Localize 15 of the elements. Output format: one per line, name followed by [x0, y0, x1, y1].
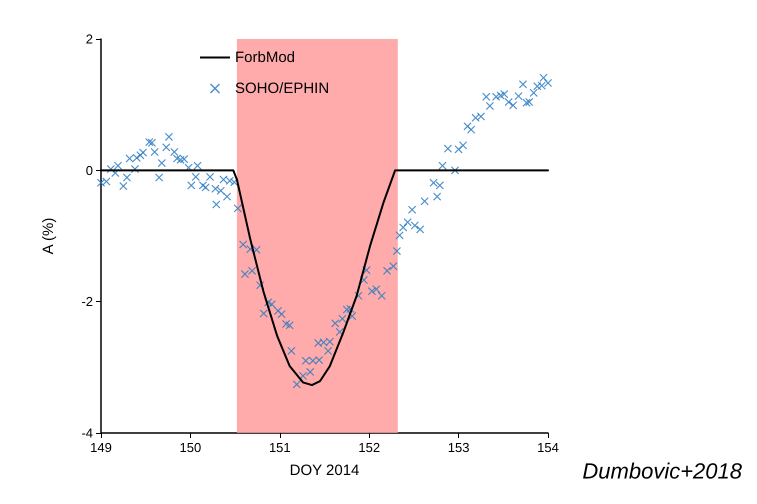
- y-tick-label: 2: [86, 32, 93, 46]
- x-tick-label: 151: [268, 440, 291, 455]
- y-tick-label: -2: [81, 294, 93, 310]
- x-tick-label: 150: [180, 440, 202, 455]
- y-tick-label: -4: [81, 426, 93, 440]
- x-axis-title: DOY 2014: [290, 462, 360, 479]
- legend-label: ForbMod: [235, 49, 296, 66]
- text: Dumbovic+2018: [582, 458, 743, 484]
- x-tick-label: 152: [358, 440, 380, 455]
- x-tick-label: 154: [537, 440, 559, 455]
- x-tick-label: 149: [90, 440, 112, 455]
- legend-label: SOHO/EPHIN: [235, 80, 330, 97]
- x-tick-label: 153: [448, 440, 470, 455]
- y-axis-title: A (%): [40, 218, 57, 254]
- y-tick-label: 0: [86, 162, 93, 178]
